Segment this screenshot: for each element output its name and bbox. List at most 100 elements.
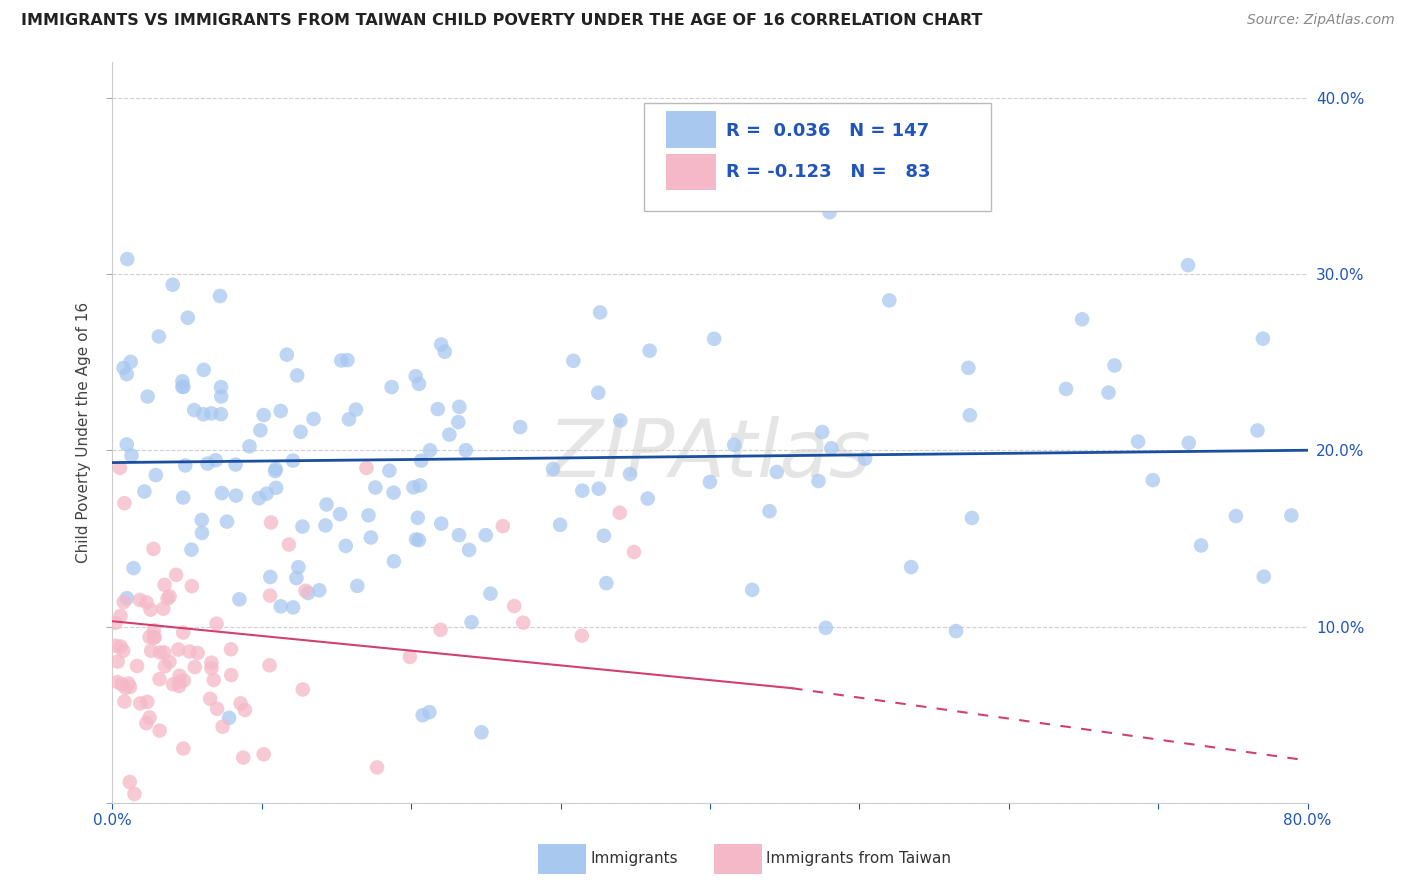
Point bbox=[129, 593, 152, 607]
Point bbox=[105, 675, 128, 690]
Point bbox=[593, 529, 616, 543]
Point bbox=[110, 640, 132, 654]
Point bbox=[807, 474, 830, 488]
Point bbox=[454, 443, 477, 458]
Point bbox=[153, 659, 176, 673]
Point bbox=[458, 543, 481, 558]
Point bbox=[125, 659, 148, 673]
Point bbox=[412, 708, 434, 723]
Point bbox=[548, 517, 571, 532]
Point bbox=[820, 441, 842, 455]
Point bbox=[209, 389, 232, 403]
Point bbox=[184, 660, 207, 674]
Point bbox=[356, 461, 378, 475]
Point bbox=[360, 531, 382, 545]
Point bbox=[315, 498, 337, 512]
Point bbox=[149, 723, 172, 738]
Point bbox=[159, 590, 181, 604]
Point bbox=[302, 412, 325, 426]
Point bbox=[198, 691, 221, 706]
Point bbox=[264, 481, 287, 495]
Point bbox=[408, 376, 430, 391]
Point bbox=[366, 760, 388, 774]
Point bbox=[110, 677, 132, 691]
Point bbox=[253, 747, 276, 762]
Point bbox=[699, 475, 721, 489]
Point bbox=[336, 353, 359, 368]
Point bbox=[124, 787, 146, 801]
Point bbox=[129, 697, 152, 711]
Point bbox=[419, 443, 441, 458]
Point bbox=[344, 402, 367, 417]
Point bbox=[260, 516, 283, 530]
Point bbox=[122, 561, 145, 575]
Point bbox=[619, 467, 641, 481]
Point bbox=[1142, 473, 1164, 487]
Point bbox=[115, 367, 138, 381]
Point bbox=[503, 599, 526, 613]
Text: Immigrants from Taiwan: Immigrants from Taiwan bbox=[766, 852, 952, 866]
Point bbox=[193, 407, 215, 421]
Point bbox=[1126, 434, 1149, 449]
FancyBboxPatch shape bbox=[666, 153, 716, 190]
Point bbox=[238, 439, 260, 453]
Point bbox=[117, 252, 139, 266]
Point bbox=[219, 642, 242, 657]
Point bbox=[509, 420, 531, 434]
Point bbox=[173, 673, 195, 688]
Point bbox=[148, 672, 170, 686]
Point bbox=[378, 464, 401, 478]
Point bbox=[177, 310, 200, 325]
Point bbox=[723, 438, 745, 452]
Point bbox=[135, 595, 157, 609]
Point bbox=[637, 491, 659, 506]
Point bbox=[259, 570, 281, 584]
Point bbox=[156, 591, 179, 606]
Point bbox=[408, 533, 430, 548]
Point bbox=[256, 486, 278, 500]
Point bbox=[120, 355, 142, 369]
Point bbox=[247, 491, 270, 506]
Y-axis label: Child Poverty Under the Age of 16: Child Poverty Under the Age of 16 bbox=[76, 302, 91, 563]
Point bbox=[159, 655, 181, 669]
Point bbox=[291, 519, 314, 533]
Point bbox=[426, 402, 449, 417]
Point bbox=[357, 508, 380, 523]
Point bbox=[233, 703, 256, 717]
Point bbox=[638, 343, 661, 358]
Point bbox=[281, 453, 304, 467]
Point bbox=[1251, 332, 1274, 346]
Point bbox=[381, 380, 404, 394]
Point bbox=[405, 533, 427, 547]
Point bbox=[294, 583, 316, 598]
Point bbox=[571, 629, 593, 643]
Point bbox=[219, 668, 242, 682]
Point bbox=[215, 515, 238, 529]
Point bbox=[153, 578, 176, 592]
Point bbox=[562, 354, 585, 368]
Point bbox=[204, 453, 226, 467]
Point bbox=[135, 716, 157, 731]
Point bbox=[264, 462, 287, 476]
Point bbox=[142, 624, 165, 638]
Point bbox=[200, 656, 222, 670]
Point bbox=[571, 483, 593, 498]
Point bbox=[297, 586, 319, 600]
Point bbox=[172, 741, 194, 756]
Point bbox=[308, 583, 330, 598]
Point bbox=[418, 705, 440, 719]
Point bbox=[447, 528, 470, 542]
Point bbox=[959, 409, 981, 423]
Point bbox=[167, 679, 190, 693]
Point bbox=[208, 289, 231, 303]
Point bbox=[169, 675, 191, 690]
Point bbox=[115, 591, 138, 606]
Point bbox=[430, 337, 453, 351]
Point bbox=[287, 560, 309, 574]
Point bbox=[180, 579, 202, 593]
Point bbox=[1097, 385, 1119, 400]
Point bbox=[364, 481, 387, 495]
Point bbox=[330, 353, 353, 368]
Point bbox=[405, 369, 427, 384]
Point bbox=[138, 710, 160, 724]
